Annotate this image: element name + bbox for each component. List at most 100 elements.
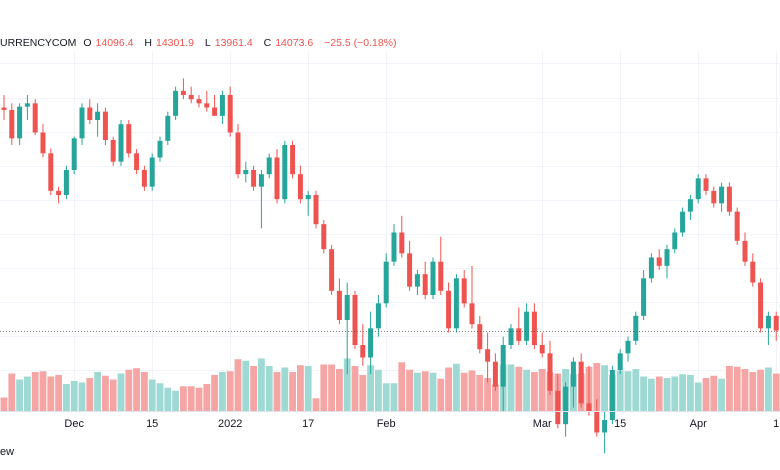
volume-bar-98 xyxy=(765,367,772,411)
volume-bar-77 xyxy=(601,365,608,411)
candle-body-42 xyxy=(329,249,335,291)
candle-body-96 xyxy=(750,261,756,283)
candle-body-84 xyxy=(656,257,662,266)
candle-body-98 xyxy=(765,315,771,329)
volume-bar-26 xyxy=(203,384,211,411)
footer-watermark: ew xyxy=(0,446,15,458)
candle-body-40 xyxy=(313,195,319,225)
open-value: 14096.4 xyxy=(95,37,134,49)
candle-body-65 xyxy=(508,328,514,345)
volume-bar-23 xyxy=(180,386,187,411)
candle-body-29 xyxy=(227,95,233,133)
candle-body-70 xyxy=(547,353,553,391)
x-tick-label-6: 15 xyxy=(614,418,626,430)
volume-bar-96 xyxy=(749,372,757,411)
candle-body-15 xyxy=(118,124,124,162)
volume-bar-25 xyxy=(195,387,203,411)
candle-body-30 xyxy=(235,132,241,175)
candle-body-6 xyxy=(48,153,54,191)
candle-body-20 xyxy=(157,140,163,158)
low-label: L xyxy=(204,37,211,49)
candle-body-10 xyxy=(79,107,85,139)
volume-bar-8 xyxy=(63,384,70,411)
candle-body-5 xyxy=(40,132,46,154)
x-tick-label-3: 17 xyxy=(302,418,314,430)
candle-body-31 xyxy=(243,170,249,175)
candle-body-44 xyxy=(344,295,350,320)
price-change: −25.5 (−0.18%) xyxy=(324,37,397,49)
volume-bar-29 xyxy=(226,371,234,411)
volume-bar-60 xyxy=(468,370,476,411)
x-axis-labels: Dec 15 2022 17 Feb Mar 15 Apr 1 xyxy=(64,418,779,430)
volume-bar-52 xyxy=(406,369,413,411)
candle-body-86 xyxy=(672,232,678,250)
candle-body-7 xyxy=(56,190,62,195)
volume-bar-44 xyxy=(343,358,351,411)
candle-body-79 xyxy=(617,353,623,370)
candle-body-58 xyxy=(453,278,459,329)
volume-bar-87 xyxy=(679,374,686,411)
candle-body-50 xyxy=(391,232,397,262)
volume-bar-56 xyxy=(437,378,445,411)
candle-body-25 xyxy=(196,99,202,104)
volume-bar-53 xyxy=(414,372,421,411)
candle-body-69 xyxy=(539,345,545,354)
candle-body-35 xyxy=(274,157,280,200)
candle-body-56 xyxy=(438,261,444,291)
candle-body-12 xyxy=(95,111,101,120)
open-label: O xyxy=(83,37,92,49)
candle-body-8 xyxy=(63,170,69,195)
volume-bar-48 xyxy=(375,369,382,411)
candle-body-95 xyxy=(742,240,748,262)
candle-body-82 xyxy=(641,278,647,316)
candle-body-57 xyxy=(446,290,452,329)
candle-body-73 xyxy=(570,361,576,387)
volume-bar-88 xyxy=(687,375,694,411)
close-value: 14073.6 xyxy=(275,37,314,49)
candle-body-24 xyxy=(188,95,194,100)
candle-body-18 xyxy=(141,170,147,187)
volume-bar-28 xyxy=(219,372,226,411)
volume-bar-84 xyxy=(655,376,663,411)
volume-bar-58 xyxy=(453,363,460,411)
candle-body-75 xyxy=(586,403,592,412)
candle-body-53 xyxy=(414,274,420,287)
candle-body-28 xyxy=(219,95,225,116)
candle-body-55 xyxy=(430,261,436,295)
candle-body-26 xyxy=(204,103,210,108)
candle-body-32 xyxy=(251,170,257,187)
candle-body-76 xyxy=(594,411,600,433)
volume-bar-99 xyxy=(772,373,780,411)
volume-bar-65 xyxy=(507,364,515,411)
close-label: C xyxy=(263,37,272,49)
volume-bar-90 xyxy=(702,378,710,411)
volume-bar-6 xyxy=(47,376,55,411)
volume-bar-62 xyxy=(484,378,491,411)
x-tick-label-2: 2022 xyxy=(218,418,242,430)
candle-body-51 xyxy=(399,232,405,254)
candle-body-19 xyxy=(149,157,155,187)
candle-body-23 xyxy=(180,90,186,95)
volume-bar-24 xyxy=(187,386,195,411)
volume-bar-34 xyxy=(265,366,273,411)
candle-body-89 xyxy=(695,178,701,200)
candle-body-36 xyxy=(282,145,288,200)
candle-body-91 xyxy=(711,190,717,204)
candle-body-37 xyxy=(290,145,296,175)
candles xyxy=(1,78,779,454)
volume-bar-7 xyxy=(55,375,62,411)
candle-body-16 xyxy=(126,124,132,154)
candle-body-1 xyxy=(9,110,15,139)
volume-bar-21 xyxy=(164,387,172,411)
volume-bar-83 xyxy=(648,378,655,411)
candle-body-48 xyxy=(375,303,381,329)
symbol-name: URRENCYCOM xyxy=(0,37,77,49)
volume-bar-22 xyxy=(172,390,179,411)
x-tick-label-7: Apr xyxy=(690,418,707,430)
candle-body-71 xyxy=(555,390,561,425)
candle-body-14 xyxy=(110,140,116,162)
volume-bar-39 xyxy=(304,366,312,411)
candle-body-97 xyxy=(758,282,764,329)
